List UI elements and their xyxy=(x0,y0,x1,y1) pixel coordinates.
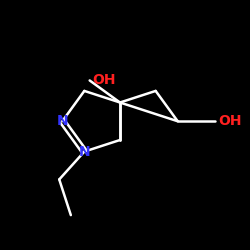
Text: N: N xyxy=(78,144,90,158)
Text: N: N xyxy=(56,114,68,128)
Text: OH: OH xyxy=(218,114,242,128)
Text: OH: OH xyxy=(93,74,116,88)
